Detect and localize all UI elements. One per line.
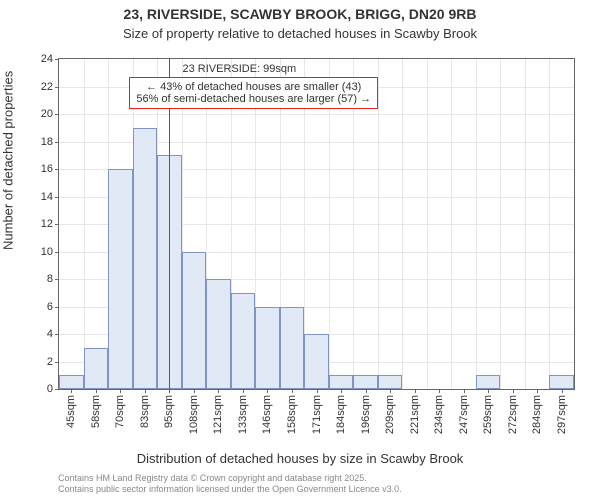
x-tick-mark (464, 389, 465, 393)
x-tick-label: 133sqm (237, 395, 249, 434)
x-tick-label: 234sqm (433, 395, 445, 434)
y-axis-label: Number of detached properties (1, 71, 16, 250)
histogram-bar (108, 169, 133, 389)
x-tick-label: 45sqm (65, 395, 77, 428)
x-tick-mark (390, 389, 391, 393)
x-tick-label: 259sqm (482, 395, 494, 434)
x-tick-label: 184sqm (335, 395, 347, 434)
y-tick-mark (55, 142, 59, 143)
gridline-v (500, 59, 501, 389)
histogram-bar (231, 293, 256, 389)
y-tick-mark (55, 87, 59, 88)
x-tick-mark (243, 389, 244, 393)
x-tick-mark (120, 389, 121, 393)
y-tick-mark (55, 114, 59, 115)
comparison-annotation: ← 43% of detached houses are smaller (43… (129, 77, 378, 109)
y-tick-mark (55, 224, 59, 225)
x-tick-label: 121sqm (212, 395, 224, 434)
x-axis-label: Distribution of detached houses by size … (0, 451, 600, 466)
x-tick-label: 146sqm (261, 395, 273, 434)
x-tick-mark (341, 389, 342, 393)
x-tick-mark (562, 389, 563, 393)
x-tick-label: 297sqm (556, 395, 568, 434)
y-tick-mark (55, 197, 59, 198)
x-tick-label: 272sqm (507, 395, 519, 434)
histogram-bar (84, 348, 109, 389)
x-tick-mark (317, 389, 318, 393)
y-tick-mark (55, 169, 59, 170)
attribution-text: Contains HM Land Registry data © Crown c… (58, 473, 402, 496)
gridline-v (84, 59, 85, 389)
x-tick-mark (292, 389, 293, 393)
gridline-v (451, 59, 452, 389)
x-tick-mark (415, 389, 416, 393)
x-tick-mark (267, 389, 268, 393)
annotation-smaller: ← 43% of detached houses are smaller (43… (136, 81, 371, 93)
y-tick-mark (55, 362, 59, 363)
x-tick-label: 247sqm (458, 395, 470, 434)
histogram-bar (476, 375, 501, 389)
histogram-bar (549, 375, 574, 389)
x-tick-label: 171sqm (311, 395, 323, 434)
x-tick-mark (96, 389, 97, 393)
gridline-v (525, 59, 526, 389)
x-tick-label: 158sqm (286, 395, 298, 434)
plot-area: 02468101214161820222445sqm58sqm70sqm83sq… (58, 58, 575, 390)
attribution-line1: Contains HM Land Registry data © Crown c… (58, 473, 367, 483)
gridline-v (427, 59, 428, 389)
x-tick-mark (366, 389, 367, 393)
x-tick-mark (71, 389, 72, 393)
annotation-larger: 56% of semi-detached houses are larger (… (136, 93, 371, 105)
chart-container: 23, RIVERSIDE, SCAWBY BROOK, BRIGG, DN20… (0, 0, 600, 500)
x-tick-label: 95sqm (163, 395, 175, 428)
property-marker-title: 23 RIVERSIDE: 99sqm (182, 63, 296, 75)
y-tick-mark (55, 307, 59, 308)
histogram-bar (353, 375, 378, 389)
y-tick-mark (55, 389, 59, 390)
histogram-bar (280, 307, 305, 390)
x-tick-label: 196sqm (360, 395, 372, 434)
chart-title-line1: 23, RIVERSIDE, SCAWBY BROOK, BRIGG, DN20… (0, 6, 600, 22)
x-tick-label: 209sqm (384, 395, 396, 434)
x-tick-label: 284sqm (531, 395, 543, 434)
gridline-v (402, 59, 403, 389)
chart-title-line2: Size of property relative to detached ho… (0, 26, 600, 41)
attribution-line2: Contains public sector information licen… (58, 484, 402, 494)
x-tick-mark (488, 389, 489, 393)
x-tick-label: 58sqm (90, 395, 102, 428)
histogram-bar (378, 375, 403, 389)
x-tick-mark (537, 389, 538, 393)
y-tick-mark (55, 279, 59, 280)
histogram-bar (182, 252, 207, 390)
histogram-bar (255, 307, 280, 390)
x-tick-mark (194, 389, 195, 393)
gridline-v (476, 59, 477, 389)
histogram-bar (304, 334, 329, 389)
y-tick-mark (55, 59, 59, 60)
gridline-h (59, 114, 574, 115)
gridline-v (549, 59, 550, 389)
y-tick-mark (55, 252, 59, 253)
x-tick-mark (513, 389, 514, 393)
x-tick-label: 221sqm (409, 395, 421, 434)
x-tick-label: 70sqm (114, 395, 126, 428)
x-tick-mark (169, 389, 170, 393)
x-tick-mark (439, 389, 440, 393)
y-tick-mark (55, 334, 59, 335)
x-tick-mark (218, 389, 219, 393)
x-tick-label: 108sqm (188, 395, 200, 434)
x-tick-mark (145, 389, 146, 393)
histogram-bar (329, 375, 354, 389)
x-tick-label: 83sqm (139, 395, 151, 428)
histogram-bar (206, 279, 231, 389)
histogram-bar (133, 128, 158, 389)
histogram-bar (59, 375, 84, 389)
